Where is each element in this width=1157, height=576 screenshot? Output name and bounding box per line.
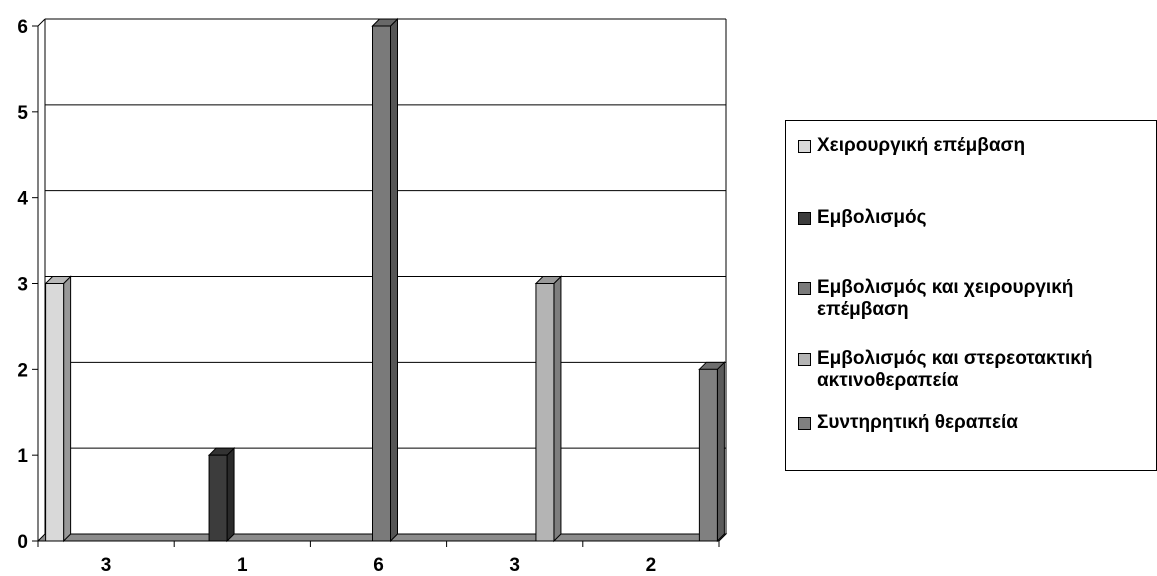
bar-side <box>226 446 235 543</box>
bar-side <box>716 361 725 543</box>
legend-label-1: Εμβολισμός <box>817 207 927 228</box>
y-tick-label-5: 5 <box>17 103 28 124</box>
legend-label-2: Εμβολισμός και χειρουργική επέμβαση <box>817 277 1074 320</box>
bar-front <box>208 454 228 542</box>
bar-0-0 <box>44 275 72 543</box>
legend-item-1: Εμβολισμός <box>798 207 1157 229</box>
bar-side <box>63 275 72 543</box>
y-tick-label-3: 3 <box>17 275 28 296</box>
legend-swatch-0 <box>798 140 811 153</box>
legend-label-4: Συντηρητική θεραπεία <box>817 412 1018 433</box>
bar-front <box>535 283 555 542</box>
legend-item-3: Εμβολισμός και στερεοτακτική ακτινοθεραπ… <box>798 348 1157 392</box>
legend: Χειρουργική επέμβαση Εμβολισμός Εμβολισμ… <box>785 120 1157 471</box>
x-tick-label-3: 3 <box>509 555 520 576</box>
bar-front <box>372 25 391 542</box>
legend-item-2: Εμβολισμός και χειρουργική επέμβαση <box>798 277 1157 321</box>
legend-swatch-1 <box>798 212 811 225</box>
legend-swatch-3 <box>798 353 811 366</box>
y-tick-label-0: 0 <box>17 532 28 553</box>
bar-side <box>553 275 562 543</box>
side-wall-top <box>37 18 46 27</box>
y-tick-label-6: 6 <box>17 17 28 38</box>
bar-front <box>698 368 718 542</box>
x-tick-label-0: 3 <box>101 555 112 576</box>
x-tick-label-1: 1 <box>237 555 248 576</box>
legend-item-0: Χειρουργική επέμβαση <box>798 135 1157 157</box>
y-tick-label-2: 2 <box>17 360 28 381</box>
legend-item-4: Συντηρητική θεραπεία <box>798 412 1157 434</box>
y-tick-label-4: 4 <box>17 189 28 210</box>
bar-front <box>45 283 65 542</box>
bar-3-3 <box>534 275 563 543</box>
axes: 0 1 2 3 4 5 6 3 1 6 3 2 <box>17 17 720 576</box>
bar-chart: 0 1 2 3 4 5 6 3 1 6 3 2 <box>17 17 728 576</box>
legend-swatch-4 <box>798 417 811 430</box>
legend-swatch-2 <box>798 282 811 295</box>
legend-label-3: Εμβολισμός και στερεοτακτική ακτινοθεραπ… <box>817 348 1093 391</box>
x-tick-label-4: 2 <box>646 555 657 576</box>
bar-4-4 <box>698 361 726 543</box>
bars <box>44 17 726 543</box>
x-tick-label-2: 6 <box>373 555 384 576</box>
legend-label-0: Χειρουργική επέμβαση <box>817 135 1026 156</box>
y-tick-label-1: 1 <box>17 446 28 467</box>
bar-1-1 <box>207 446 236 543</box>
bar-side <box>390 17 398 543</box>
bar-2-2 <box>371 17 399 543</box>
